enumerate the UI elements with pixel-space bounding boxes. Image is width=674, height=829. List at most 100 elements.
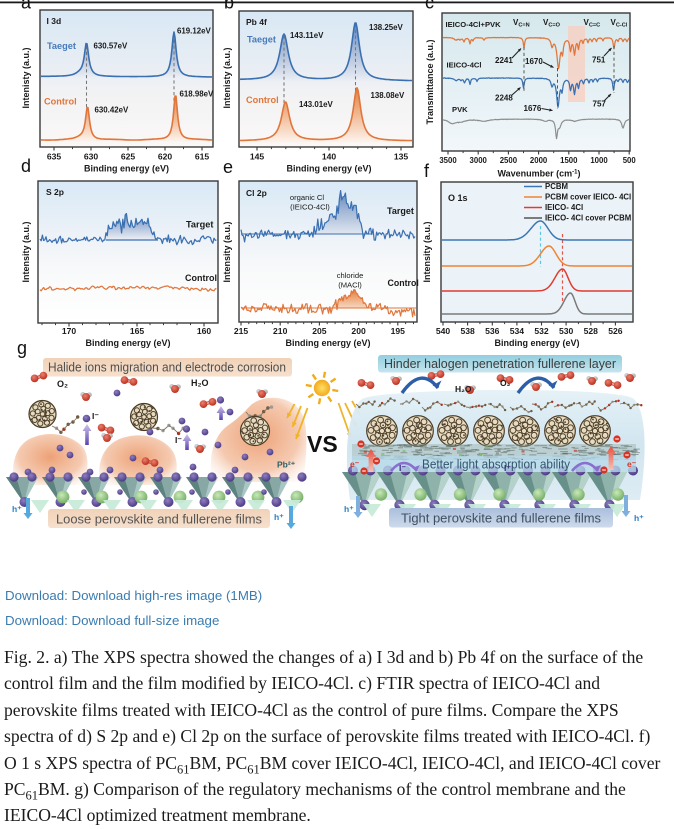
svg-text:VC=O: VC=O: [543, 18, 561, 29]
svg-text:Binding energy (eV): Binding energy (eV): [85, 338, 170, 348]
svg-text:H₂O: H₂O: [191, 378, 209, 388]
svg-text:1676: 1676: [524, 104, 542, 113]
svg-text:618.98eV: 618.98eV: [180, 90, 215, 99]
svg-text:195: 195: [391, 326, 406, 336]
svg-text:138.08eV: 138.08eV: [371, 91, 406, 100]
svg-text:c: c: [425, 0, 434, 13]
svg-text:2241: 2241: [495, 56, 513, 65]
svg-text:a: a: [21, 0, 32, 13]
svg-text:635: 635: [47, 152, 62, 162]
svg-text:526: 526: [608, 326, 623, 336]
svg-text:210: 210: [273, 326, 288, 336]
svg-text:630.57eV: 630.57eV: [94, 42, 129, 51]
svg-text:h⁺: h⁺: [634, 513, 644, 523]
svg-text:I⁻: I⁻: [175, 435, 182, 445]
svg-text:PVK: PVK: [452, 105, 468, 114]
svg-text:Tight perovskite and fullerene: Tight perovskite and fullerene films: [401, 512, 601, 526]
svg-text:200: 200: [351, 326, 366, 336]
svg-text:(IEICO-4Cl): (IEICO-4Cl): [290, 203, 330, 212]
svg-text:b: b: [224, 0, 234, 13]
svg-text:500: 500: [623, 156, 637, 165]
svg-text:620: 620: [158, 152, 173, 162]
svg-text:VC≡N: VC≡N: [513, 18, 530, 29]
svg-text:VS: VS: [307, 431, 338, 457]
svg-text:135: 135: [394, 152, 409, 162]
svg-text:Intensity (a.u.): Intensity (a.u.): [222, 221, 232, 282]
svg-text:536: 536: [485, 326, 500, 336]
svg-text:d: d: [21, 156, 31, 176]
svg-text:615: 615: [195, 152, 210, 162]
svg-text:chloride: chloride: [337, 271, 364, 280]
svg-text:e⁻: e⁻: [627, 459, 637, 469]
svg-text:Intenisty (a.u.): Intenisty (a.u.): [222, 47, 232, 108]
svg-text:215: 215: [234, 326, 249, 336]
svg-text:143.01eV: 143.01eV: [299, 100, 334, 109]
svg-text:O 1s: O 1s: [448, 193, 468, 203]
svg-text:I⁻: I⁻: [92, 411, 99, 421]
svg-text:165: 165: [130, 326, 145, 336]
svg-text:I 3d: I 3d: [47, 16, 62, 26]
svg-text:751: 751: [592, 56, 606, 65]
svg-text:PCBM: PCBM: [545, 182, 568, 191]
svg-text:138.25eV: 138.25eV: [369, 23, 404, 32]
svg-text:O₂: O₂: [500, 378, 511, 388]
svg-text:Binding energy (eV): Binding energy (eV): [285, 338, 370, 348]
svg-text:Taeget: Taeget: [47, 41, 76, 51]
svg-text:2500: 2500: [500, 156, 518, 165]
svg-text:I⁻: I⁻: [399, 463, 406, 473]
svg-text:Loose perovskite and fullerene: Loose perovskite and fullerene films: [56, 513, 262, 527]
svg-text:2000: 2000: [530, 156, 548, 165]
svg-text:VC-Cl: VC-Cl: [611, 18, 628, 29]
svg-text:3500: 3500: [439, 156, 457, 165]
svg-text:I⁻: I⁻: [504, 463, 511, 473]
svg-text:f: f: [424, 161, 430, 181]
svg-text:528: 528: [584, 326, 599, 336]
svg-text:1000: 1000: [590, 156, 608, 165]
svg-text:1670: 1670: [525, 57, 543, 66]
svg-text:Control: Control: [185, 273, 217, 283]
svg-text:Taeget: Taeget: [247, 35, 276, 45]
svg-text:h⁺: h⁺: [344, 504, 354, 514]
svg-text:170: 170: [62, 326, 77, 336]
svg-text:Control: Control: [44, 97, 77, 107]
svg-text:Pb²⁺: Pb²⁺: [277, 460, 296, 470]
svg-text:Cl 2p: Cl 2p: [246, 188, 267, 198]
svg-text:Better light absorption abilit: Better light absorption ability: [422, 458, 571, 472]
svg-text:619.12eV: 619.12eV: [177, 27, 212, 36]
svg-text:630.42eV: 630.42eV: [95, 106, 130, 115]
svg-text:160: 160: [197, 326, 212, 336]
svg-text:Intenisty (a.u.): Intenisty (a.u.): [21, 47, 31, 108]
svg-text:Intensity (a.u.): Intensity (a.u.): [21, 221, 31, 282]
svg-text:Wavenumber (cm-1): Wavenumber (cm-1): [497, 169, 580, 179]
svg-text:Target: Target: [387, 206, 414, 216]
svg-text:630: 630: [84, 152, 99, 162]
svg-text:H₂O: H₂O: [455, 384, 472, 394]
svg-text:143.11eV: 143.11eV: [290, 31, 324, 40]
svg-text:Control: Control: [388, 278, 419, 288]
svg-text:PCBM cover IEICO- 4Cl: PCBM cover IEICO- 4Cl: [545, 193, 631, 202]
svg-text:Intensity (a.u.): Intensity (a.u.): [422, 221, 432, 282]
svg-text:h⁺: h⁺: [12, 504, 22, 514]
svg-text:145: 145: [250, 152, 265, 162]
svg-text:2248: 2248: [495, 94, 513, 103]
svg-text:e: e: [223, 157, 233, 177]
svg-text:Halide ions migration and elec: Halide ions migration and electrode corr…: [48, 361, 286, 375]
svg-text:Binding energy (eV): Binding energy (eV): [286, 164, 371, 174]
svg-text:538: 538: [460, 326, 475, 336]
svg-text:g: g: [17, 338, 27, 358]
svg-text:Binding energy (eV): Binding energy (eV): [494, 338, 579, 348]
svg-text:532: 532: [534, 326, 549, 336]
svg-text:IEICO- 4Cl: IEICO- 4Cl: [545, 203, 583, 212]
svg-text:757: 757: [593, 100, 607, 109]
svg-text:Binding energy (eV): Binding energy (eV): [84, 164, 169, 174]
svg-text:h⁺: h⁺: [274, 512, 284, 522]
svg-text:(MACl): (MACl): [338, 281, 362, 290]
svg-text:e⁻: e⁻: [350, 459, 360, 469]
svg-text:S 2p: S 2p: [46, 187, 64, 197]
svg-text:Pb 4f: Pb 4f: [246, 17, 267, 27]
svg-text:625: 625: [121, 152, 136, 162]
svg-text:Transmittance (a.u.): Transmittance (a.u.): [425, 39, 435, 124]
svg-text:540: 540: [436, 326, 451, 336]
svg-text:Control: Control: [246, 95, 279, 105]
svg-text:140: 140: [322, 152, 337, 162]
